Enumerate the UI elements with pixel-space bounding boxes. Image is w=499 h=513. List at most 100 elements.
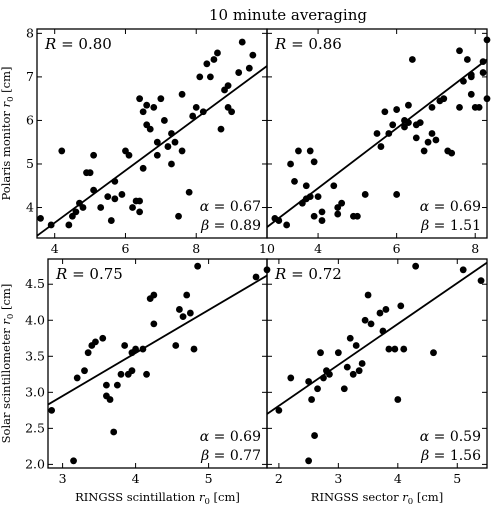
data-point — [111, 195, 119, 203]
y-tick-label: 7 — [26, 69, 34, 84]
y-axis-label: Polaris monitor r0 [cm] — [0, 67, 16, 201]
data-point — [428, 103, 436, 111]
data-point — [385, 130, 393, 137]
fit-line — [266, 261, 488, 415]
data-point — [306, 147, 314, 155]
data-point — [405, 101, 412, 109]
data-point — [310, 158, 318, 166]
data-point — [121, 342, 129, 349]
x-tick-label: 6 — [121, 241, 129, 256]
data-point — [178, 147, 186, 155]
data-point — [203, 60, 211, 68]
data-point — [448, 149, 456, 157]
data-point — [401, 123, 408, 131]
data-point — [143, 370, 150, 378]
data-point — [118, 191, 126, 198]
data-point — [79, 204, 87, 211]
data-point — [432, 136, 440, 144]
data-point — [283, 221, 291, 229]
data-point — [217, 125, 225, 133]
data-point — [185, 188, 193, 196]
data-point — [37, 215, 44, 222]
beta-label: β = 1.51 — [420, 218, 481, 234]
data-point — [65, 221, 73, 229]
data-point — [405, 119, 412, 127]
y-axis-label: Solar scintillometer r0 [cm] — [0, 284, 16, 444]
figure-title: 10 minute averaging — [209, 6, 367, 24]
data-point — [160, 117, 168, 124]
data-point — [92, 338, 99, 346]
data-point — [210, 56, 218, 63]
data-point — [298, 199, 306, 207]
data-point — [459, 266, 467, 274]
data-point — [178, 90, 186, 98]
data-point — [175, 212, 182, 220]
data-point — [150, 320, 158, 328]
data-point — [343, 363, 351, 371]
data-point — [334, 204, 342, 211]
x-axis-label: RINGSS sector r0 [cm] — [311, 490, 443, 507]
data-point — [249, 51, 257, 59]
data-point — [424, 138, 432, 146]
fit-line — [47, 274, 268, 406]
alpha-label: α = 0.59 — [420, 429, 481, 445]
x-axis-label: RINGSS scintillation r0 [cm] — [75, 490, 240, 507]
data-point — [113, 381, 121, 389]
data-point — [308, 396, 315, 403]
data-point — [172, 342, 180, 349]
data-point — [58, 147, 66, 155]
data-point — [311, 432, 318, 439]
data-point — [171, 138, 179, 146]
data-point — [146, 125, 154, 133]
data-point — [391, 345, 399, 353]
data-point — [338, 199, 346, 207]
data-point — [214, 49, 221, 57]
data-point — [430, 349, 437, 357]
data-point — [107, 217, 115, 224]
data-point — [128, 367, 136, 375]
data-point — [302, 182, 310, 190]
data-point — [136, 208, 144, 216]
data-point — [389, 121, 397, 129]
data-point — [364, 291, 372, 299]
data-point — [196, 73, 204, 81]
data-point — [361, 191, 369, 198]
data-point — [394, 396, 402, 403]
beta-label: β = 1.56 — [420, 448, 481, 464]
data-point — [81, 367, 88, 375]
data-point — [224, 82, 232, 90]
data-point — [456, 103, 463, 111]
data-point — [86, 169, 94, 177]
data-point — [305, 378, 313, 385]
data-point — [456, 47, 463, 55]
plot-frame — [266, 28, 488, 239]
data-point — [186, 309, 194, 317]
data-point — [72, 208, 80, 216]
data-point — [70, 457, 77, 465]
data-point — [318, 208, 326, 216]
x-tick-label: 3 — [334, 471, 342, 486]
data-point — [48, 406, 56, 414]
alpha-label: α = 0.69 — [420, 199, 481, 215]
data-point — [157, 95, 165, 103]
data-point — [483, 95, 491, 103]
data-point — [235, 69, 243, 76]
data-point — [397, 302, 405, 310]
y-tick-label: 8 — [26, 25, 34, 40]
plot-frame — [266, 258, 488, 469]
data-point — [412, 134, 420, 142]
data-point — [420, 147, 428, 155]
data-point — [150, 103, 158, 111]
y-tick-label: 6 — [26, 112, 34, 127]
data-point — [111, 177, 119, 185]
data-point — [334, 210, 342, 218]
x-tick-label: 10 — [259, 241, 275, 256]
x-tick-label: 4 — [314, 241, 322, 256]
y-tick-label: 4.0 — [25, 312, 45, 327]
data-point — [467, 90, 475, 98]
data-point — [483, 36, 491, 44]
data-point — [153, 138, 161, 146]
data-point — [183, 291, 191, 299]
data-point — [353, 212, 361, 220]
